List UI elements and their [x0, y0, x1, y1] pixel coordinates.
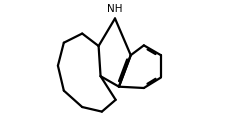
Text: NH: NH	[107, 4, 122, 14]
